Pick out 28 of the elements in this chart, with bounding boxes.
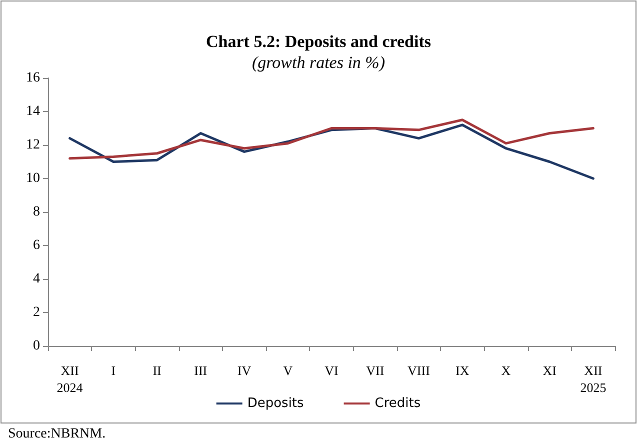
- x-tick-label: III: [194, 363, 208, 378]
- y-tick-label: 6: [33, 238, 40, 253]
- chart-subtitle: (growth rates in %): [252, 53, 386, 72]
- y-tick-label: 12: [26, 138, 40, 152]
- y-tick-label: 8: [33, 204, 40, 220]
- x-tick-label: V: [283, 363, 294, 378]
- x-tick-label: XII 2024: [56, 363, 84, 395]
- legend-label: Credits: [374, 396, 421, 411]
- x-tick-label: IX: [455, 363, 470, 378]
- y-tick-label: 14: [26, 104, 40, 119]
- chart-title: Chart 5.2: Deposits and credits: [206, 32, 432, 51]
- x-tick-label: XII 2025: [580, 363, 606, 395]
- x-tick-label: II: [152, 363, 162, 378]
- x-tick-label: VII: [366, 363, 384, 378]
- x-tick-label: I: [111, 363, 116, 378]
- x-tick-label: XI: [542, 363, 556, 378]
- y-tick-label: 2: [33, 305, 40, 320]
- y-tick-label: 10: [26, 171, 40, 186]
- x-tick-label: VI: [324, 363, 338, 378]
- x-tick-label: VIII: [408, 363, 430, 378]
- x-tick-label: IV: [237, 363, 252, 378]
- y-tick-label: 0: [33, 338, 40, 354]
- line-series: [68, 118, 594, 160]
- y-tick-label: 16: [26, 70, 40, 86]
- source-note: Source:NBRNM.: [8, 426, 106, 442]
- y-tick-label: 4: [33, 272, 40, 286]
- legend-label: Deposits: [247, 396, 304, 411]
- x-tick-label: X: [501, 363, 512, 378]
